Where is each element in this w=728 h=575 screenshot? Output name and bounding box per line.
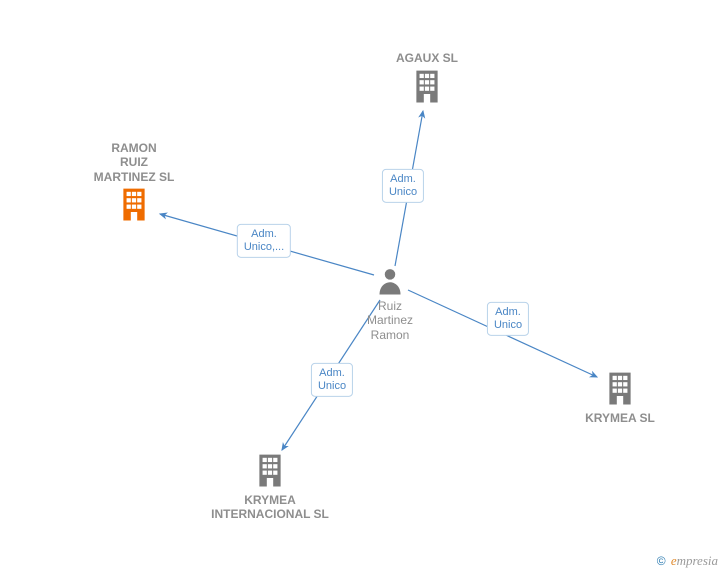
company-icon bbox=[117, 187, 151, 226]
company-icon bbox=[253, 453, 287, 492]
attribution: © empresia bbox=[657, 553, 718, 569]
edge-label: Adm. Unico bbox=[311, 363, 353, 397]
company-label: KRYMEA SL bbox=[585, 411, 655, 425]
edge-label: Adm. Unico bbox=[382, 169, 424, 203]
company-icon bbox=[410, 69, 444, 108]
edges-layer bbox=[0, 0, 728, 575]
edge-label: Adm. Unico,... bbox=[237, 224, 291, 258]
person-icon bbox=[376, 267, 404, 300]
copyright-symbol: © bbox=[657, 554, 666, 568]
company-label: RAMON RUIZ MARTINEZ SL bbox=[94, 141, 175, 184]
company-label: AGAUX SL bbox=[396, 51, 458, 65]
attribution-rest: mpresia bbox=[677, 553, 718, 568]
company-label: KRYMEA INTERNACIONAL SL bbox=[211, 493, 329, 522]
edge-label: Adm. Unico bbox=[487, 302, 529, 336]
person-label: Ruiz Martinez Ramon bbox=[367, 299, 413, 342]
company-icon bbox=[603, 371, 637, 410]
